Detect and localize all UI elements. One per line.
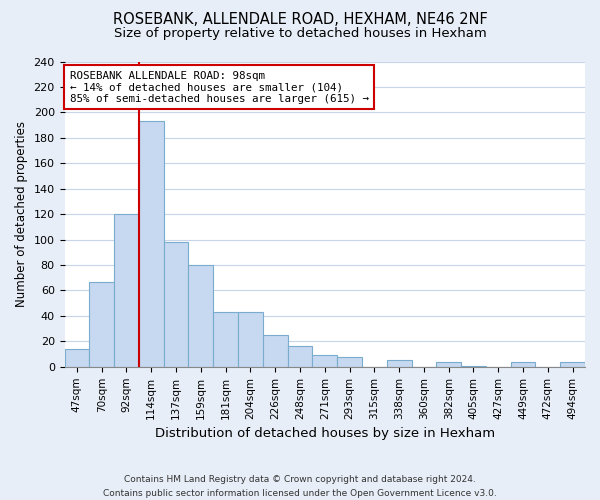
Bar — [238, 312, 263, 367]
Bar — [139, 122, 164, 367]
X-axis label: Distribution of detached houses by size in Hexham: Distribution of detached houses by size … — [155, 427, 495, 440]
Bar — [436, 362, 461, 367]
Bar — [387, 360, 412, 367]
Text: Contains HM Land Registry data © Crown copyright and database right 2024.
Contai: Contains HM Land Registry data © Crown c… — [103, 476, 497, 498]
Bar — [188, 265, 213, 367]
Bar — [164, 242, 188, 367]
Bar — [65, 349, 89, 367]
Bar — [213, 312, 238, 367]
Text: ROSEBANK ALLENDALE ROAD: 98sqm
← 14% of detached houses are smaller (104)
85% of: ROSEBANK ALLENDALE ROAD: 98sqm ← 14% of … — [70, 70, 369, 104]
Bar — [287, 346, 313, 367]
Bar — [114, 214, 139, 367]
Bar — [89, 282, 114, 367]
Bar — [337, 356, 362, 367]
Bar — [560, 362, 585, 367]
Bar — [263, 335, 287, 367]
Bar — [461, 366, 486, 367]
Text: ROSEBANK, ALLENDALE ROAD, HEXHAM, NE46 2NF: ROSEBANK, ALLENDALE ROAD, HEXHAM, NE46 2… — [113, 12, 487, 28]
Bar — [313, 356, 337, 367]
Bar — [511, 362, 535, 367]
Text: Size of property relative to detached houses in Hexham: Size of property relative to detached ho… — [113, 28, 487, 40]
Y-axis label: Number of detached properties: Number of detached properties — [15, 121, 28, 307]
